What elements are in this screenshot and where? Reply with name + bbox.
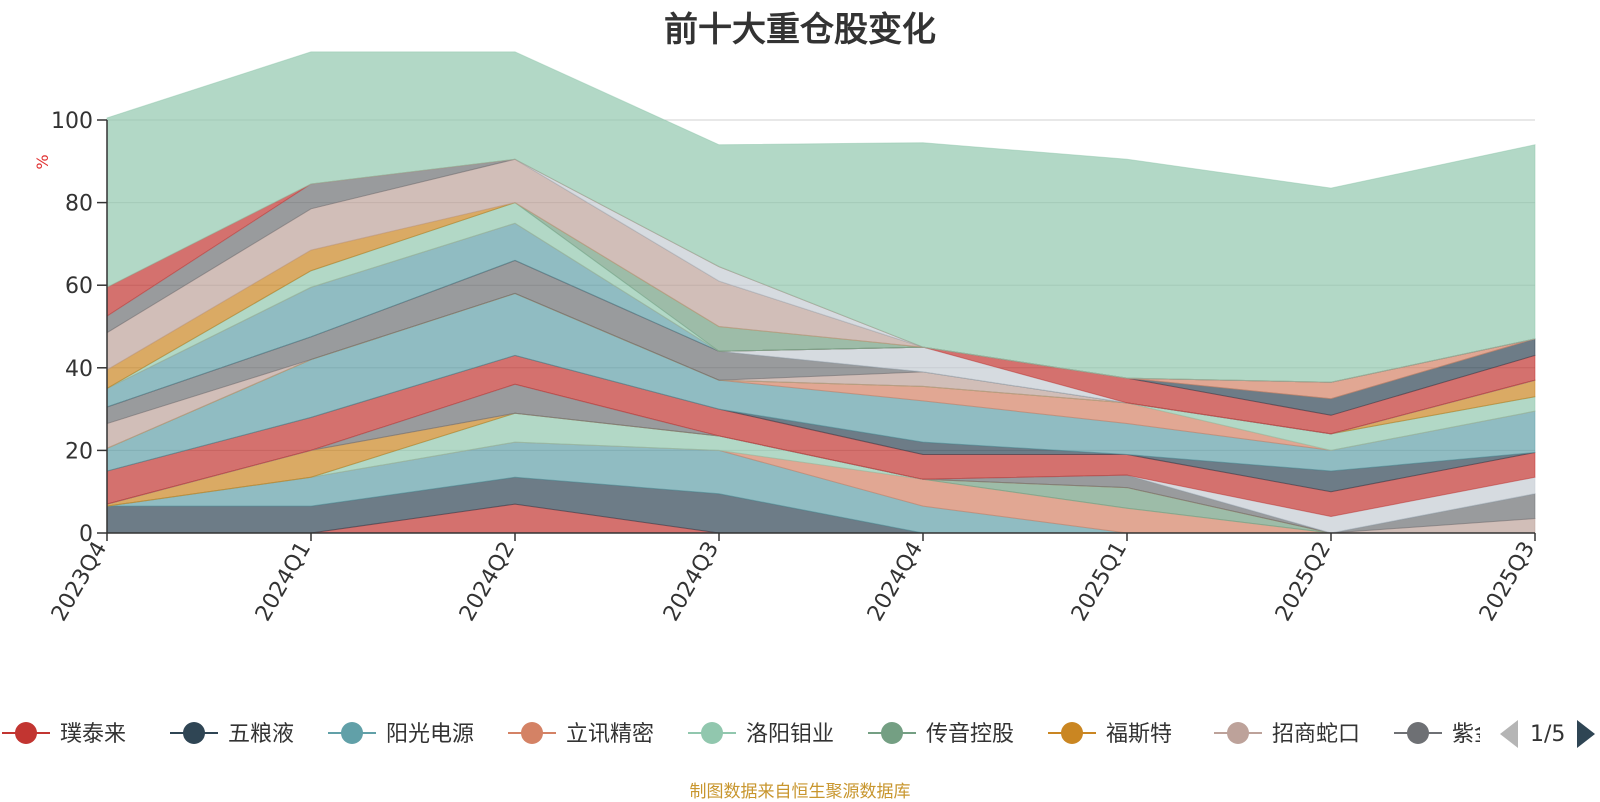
- legend-item[interactable]: 五粮液: [170, 722, 294, 747]
- legend-label: 璞泰来: [60, 722, 126, 747]
- y-tick-label: 0: [79, 522, 93, 547]
- legend-marker-icon: [15, 722, 37, 744]
- legend-label: 福斯特: [1106, 722, 1172, 747]
- legend-label: 阳光电源: [386, 722, 474, 747]
- legend-marker-icon: [341, 722, 363, 744]
- legend-item[interactable]: 阳光电源: [328, 722, 474, 747]
- legend-pager: 1/5: [1500, 716, 1596, 752]
- x-tick-label: 2024Q1: [251, 538, 316, 626]
- legend-page-indicator: 1/5: [1530, 721, 1566, 747]
- legend-label: 立讯精密: [566, 722, 654, 747]
- legend-marker-icon: [1227, 722, 1249, 744]
- x-tick-label: 2023Q4: [47, 538, 112, 626]
- legend-next-arrow-icon[interactable]: [1577, 720, 1596, 748]
- y-tick-label: 80: [65, 192, 93, 217]
- legend-label: 紫金矿业: [1452, 722, 1540, 747]
- x-tick-label: 2025Q3: [1475, 538, 1540, 626]
- legend-label: 传音控股: [926, 722, 1014, 747]
- legend-label: 洛阳钼业: [746, 722, 834, 747]
- x-tick-label: 2024Q4: [863, 538, 928, 626]
- x-tick-label: 2025Q2: [1271, 538, 1336, 626]
- legend-item[interactable]: 福斯特: [1048, 722, 1172, 747]
- legend-item[interactable]: 璞泰来: [2, 722, 126, 747]
- legend-item[interactable]: 传音控股: [868, 722, 1014, 747]
- y-tick-label: 100: [51, 109, 93, 134]
- y-tick-label: 40: [65, 357, 93, 382]
- area-series: [106, 51, 1536, 383]
- data-source-note: 制图数据来自恒生聚源数据库: [689, 782, 911, 802]
- legend-marker-icon: [701, 722, 723, 744]
- stacked-area-series: [106, 51, 1536, 534]
- legend-marker-icon: [1061, 722, 1083, 744]
- legend-label: 招商蛇口: [1272, 722, 1360, 747]
- legend-label: 五粮液: [228, 722, 294, 747]
- chart-title: 前十大重仓股变化: [664, 10, 936, 50]
- legend-item[interactable]: 立讯精密: [508, 722, 654, 747]
- y-tick-label: 60: [65, 274, 93, 299]
- x-tick-label: 2024Q3: [659, 538, 724, 626]
- y-tick-label: 20: [65, 439, 93, 464]
- legend-item[interactable]: 紫金矿业: [1394, 722, 1540, 747]
- y-axis-unit-label: %: [33, 154, 52, 169]
- legend-item[interactable]: 洛阳钼业: [688, 722, 834, 747]
- legend-prev-arrow-icon[interactable]: [1500, 720, 1518, 748]
- legend-marker-icon: [1407, 722, 1429, 744]
- legend-item[interactable]: 招商蛇口: [1214, 722, 1360, 747]
- legend[interactable]: 璞泰来 五粮液 阳光电源 立讯精密 洛阳钼业 传音控股 福斯特 招商蛇口 紫金矿业: [2, 722, 1540, 747]
- x-tick-label: 2024Q2: [455, 538, 520, 626]
- legend-marker-icon: [881, 722, 903, 744]
- x-tick-label: 2025Q1: [1067, 538, 1132, 626]
- legend-marker-icon: [183, 722, 205, 744]
- legend-marker-icon: [521, 722, 543, 744]
